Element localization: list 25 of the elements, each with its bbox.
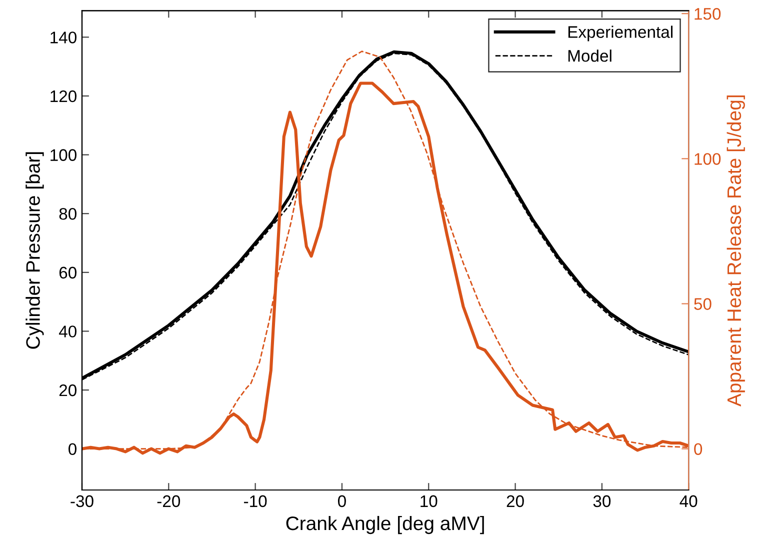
y-tick-label: 80 xyxy=(59,208,76,220)
x-axis-title: Crank Angle [deg aMV] xyxy=(286,516,484,534)
y-tick-label: 20 xyxy=(59,384,76,396)
x-tick-label: 10 xyxy=(420,495,438,508)
y-tick-label: 140 xyxy=(50,32,76,44)
x-tick-label: 20 xyxy=(506,495,524,508)
x-tick-label: -30 xyxy=(70,495,94,508)
y-tick-label: 60 xyxy=(59,266,76,279)
x-tick-label: -20 xyxy=(157,495,180,508)
y2-axis-title: Apparent Heat Release Rate [J/deg] xyxy=(726,96,745,406)
x-tick-label: 30 xyxy=(593,495,611,508)
y2-tick-label: 50 xyxy=(694,298,712,310)
y-axis-title: Cylinder Pressure [bar] xyxy=(26,152,44,349)
y2-tick-label: 100 xyxy=(694,153,721,165)
legend-label: Experiemental xyxy=(568,26,672,42)
legend-label: Model xyxy=(568,50,612,62)
y2-tick-label: 150 xyxy=(694,8,721,20)
y-tick-label: 40 xyxy=(58,326,76,338)
y-tick-label: 100 xyxy=(50,149,76,161)
x-tick-label: -10 xyxy=(244,495,267,508)
y-tick-label: 120 xyxy=(50,90,76,102)
x-tick-label: 40 xyxy=(680,495,698,508)
x-tick-label: 0 xyxy=(338,495,346,508)
y-tick-label: 0 xyxy=(68,443,76,456)
y2-tick-label: 0 xyxy=(694,443,702,456)
